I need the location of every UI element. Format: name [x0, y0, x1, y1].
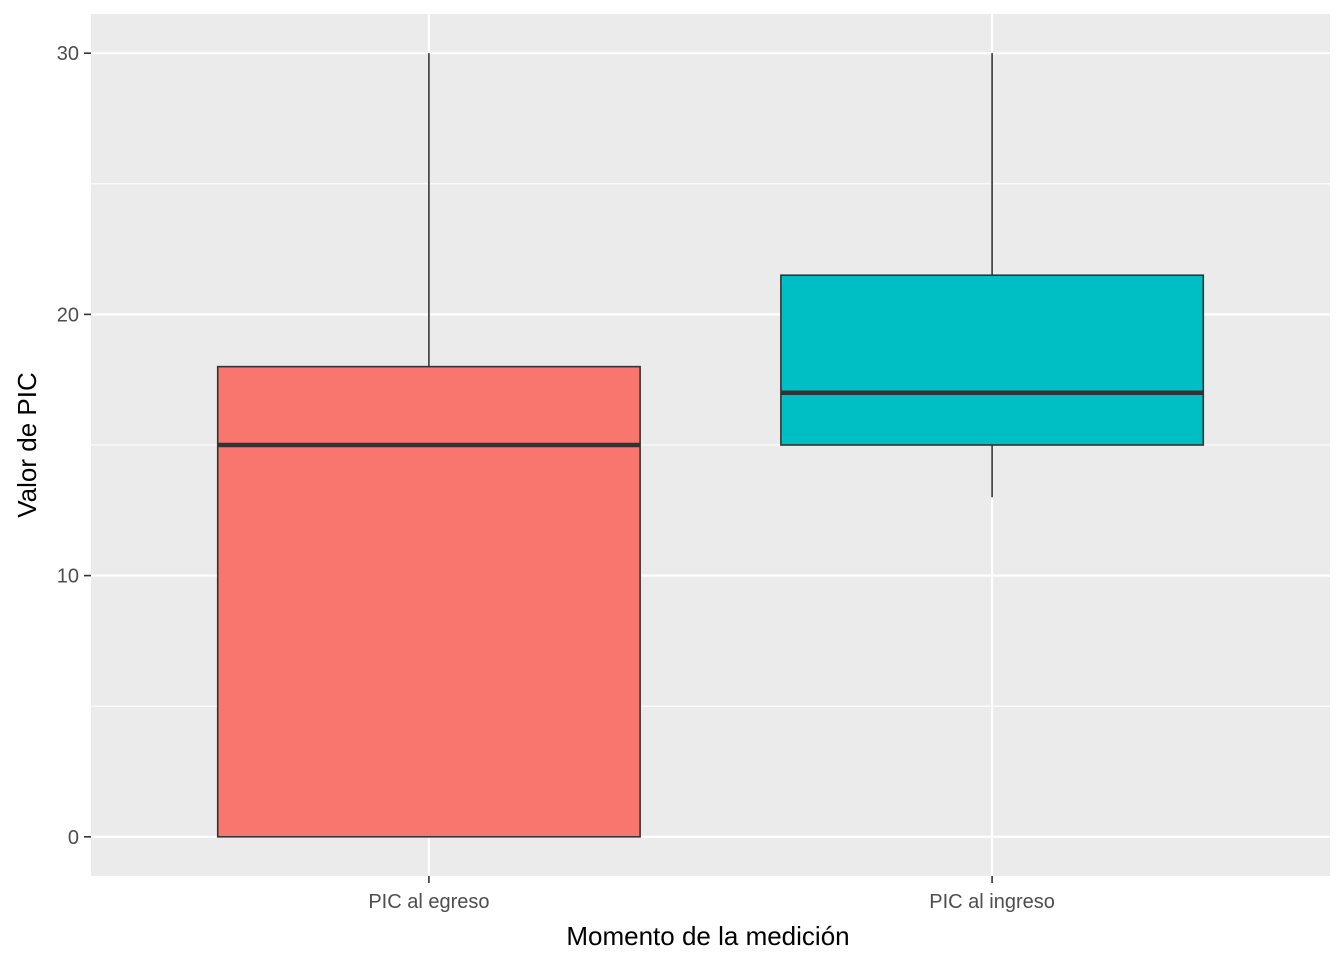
box-group	[216, 53, 641, 838]
y-tick-label: 20	[57, 304, 79, 326]
y-axis-title: Valor de PIC	[12, 372, 42, 517]
x-tick-label: PIC al egreso	[368, 891, 489, 913]
y-tick-label: 30	[57, 43, 79, 65]
x-axis: PIC al egreso PIC al ingreso	[368, 876, 1055, 913]
box-iqr	[780, 274, 1205, 446]
y-tick-label: 0	[68, 827, 79, 849]
y-tick-label: 10	[57, 566, 79, 588]
x-tick-label: PIC al ingreso	[929, 891, 1055, 913]
boxes	[216, 53, 1205, 838]
y-axis: 0 10 20 30	[57, 43, 91, 849]
box-group	[780, 53, 1205, 498]
box-iqr	[216, 365, 641, 838]
x-axis-title: Momento de la medición	[566, 921, 849, 951]
